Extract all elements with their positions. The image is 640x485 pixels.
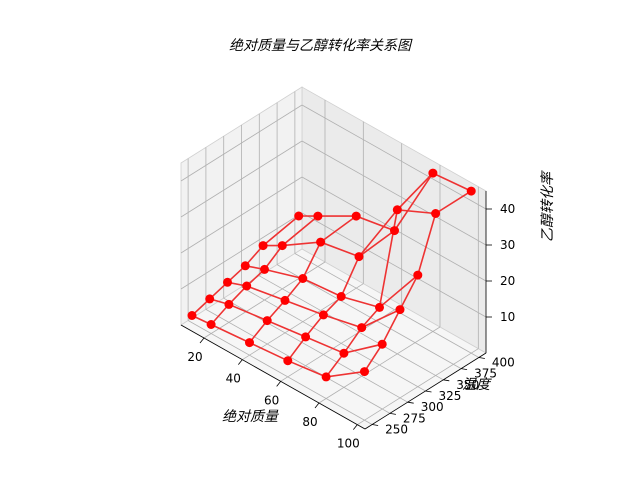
data-point [280, 295, 290, 305]
data-point [336, 292, 346, 301]
z-tick-label: 30 [500, 238, 515, 252]
data-point [395, 305, 405, 315]
data-point [301, 332, 311, 342]
gridline-y-floor [205, 309, 391, 414]
data-point [360, 367, 369, 377]
data-point [245, 338, 254, 348]
data-point [294, 211, 304, 221]
z-axis-label: 乙醇转化率 [540, 170, 556, 242]
grid-lines [180, 91, 487, 426]
y-tick-label: 250 [385, 423, 408, 437]
gridline-y-floor [276, 264, 462, 369]
x-tick-label: 40 [226, 372, 241, 386]
data-point [223, 277, 232, 287]
data-point [339, 348, 349, 358]
y-tick-label: 375 [474, 367, 497, 381]
y-tick-mark [372, 424, 379, 426]
data-point [283, 356, 293, 366]
data-point [240, 261, 250, 271]
x-tick-mark [276, 381, 281, 387]
x-tick-label: 80 [302, 415, 317, 429]
gridline-z-back [301, 212, 487, 318]
z-tick-label: 40 [500, 202, 515, 216]
gridline-z-side [180, 176, 303, 254]
y-tick-label: 275 [403, 411, 426, 425]
data-point [431, 209, 441, 218]
data-point [313, 211, 323, 221]
x-tick-mark [314, 402, 320, 409]
y-tick-mark [389, 412, 396, 415]
data-point [354, 252, 364, 262]
y-tick-mark [478, 357, 485, 359]
y-tick-label: 400 [492, 356, 515, 370]
data-point [298, 274, 308, 283]
wire-line-y [325, 172, 434, 378]
y-tick-label: 325 [439, 389, 462, 403]
data-point [187, 311, 197, 320]
y-tick-mark [425, 390, 432, 393]
wire-line-y [287, 229, 395, 362]
x-tick-label: 20 [187, 350, 202, 364]
data-point [351, 211, 361, 221]
y-tick-mark [461, 368, 468, 371]
z-tick-label: 20 [500, 274, 515, 288]
data-point [392, 205, 402, 215]
data-point [428, 168, 438, 178]
data-point [466, 186, 476, 196]
x-tick-label: 60 [264, 393, 279, 407]
y-tick-label: 350 [456, 378, 479, 392]
y-tick-mark [407, 401, 414, 404]
data-point [258, 241, 268, 251]
gridline-z-back [301, 104, 487, 210]
data-point [224, 299, 234, 309]
tick-marks [199, 208, 492, 430]
data-point [242, 281, 252, 291]
x-tick-mark [353, 424, 358, 430]
z-tick-label: 10 [500, 310, 515, 324]
gridline-z-side [180, 104, 303, 182]
data-point [377, 339, 387, 349]
data-points [187, 168, 476, 382]
x-axis-line [180, 324, 366, 430]
data-point [321, 372, 331, 382]
data-point [262, 316, 272, 326]
gridline-y-floor [294, 253, 480, 358]
data-point [375, 302, 384, 312]
gridline-z-side [180, 212, 303, 290]
x-tick-mark [199, 337, 205, 344]
x-tick-mark [238, 359, 243, 365]
data-point [357, 323, 367, 333]
y-axis-label: 温度 [462, 377, 492, 393]
data-point [260, 264, 269, 274]
data-point [206, 320, 216, 329]
gridline-y-floor [241, 286, 426, 392]
wire-line-y [248, 215, 357, 344]
data-point [318, 310, 328, 320]
data-point [277, 241, 287, 251]
gridline-z-side [180, 140, 303, 218]
data-point [390, 226, 399, 236]
gridline-z-back [301, 140, 487, 246]
wire-line-y [363, 190, 472, 373]
y-tick-mark [443, 379, 450, 382]
data-point [205, 294, 215, 304]
gridline-y-floor [187, 320, 373, 425]
chart-title: 绝对质量与乙醇转化率关系图 [229, 38, 413, 54]
x-axis-label: 绝对质量 [222, 409, 280, 425]
data-point [413, 270, 423, 280]
data-point [316, 237, 326, 247]
y-tick-label: 300 [421, 400, 444, 414]
x-tick-label: 100 [337, 437, 360, 451]
